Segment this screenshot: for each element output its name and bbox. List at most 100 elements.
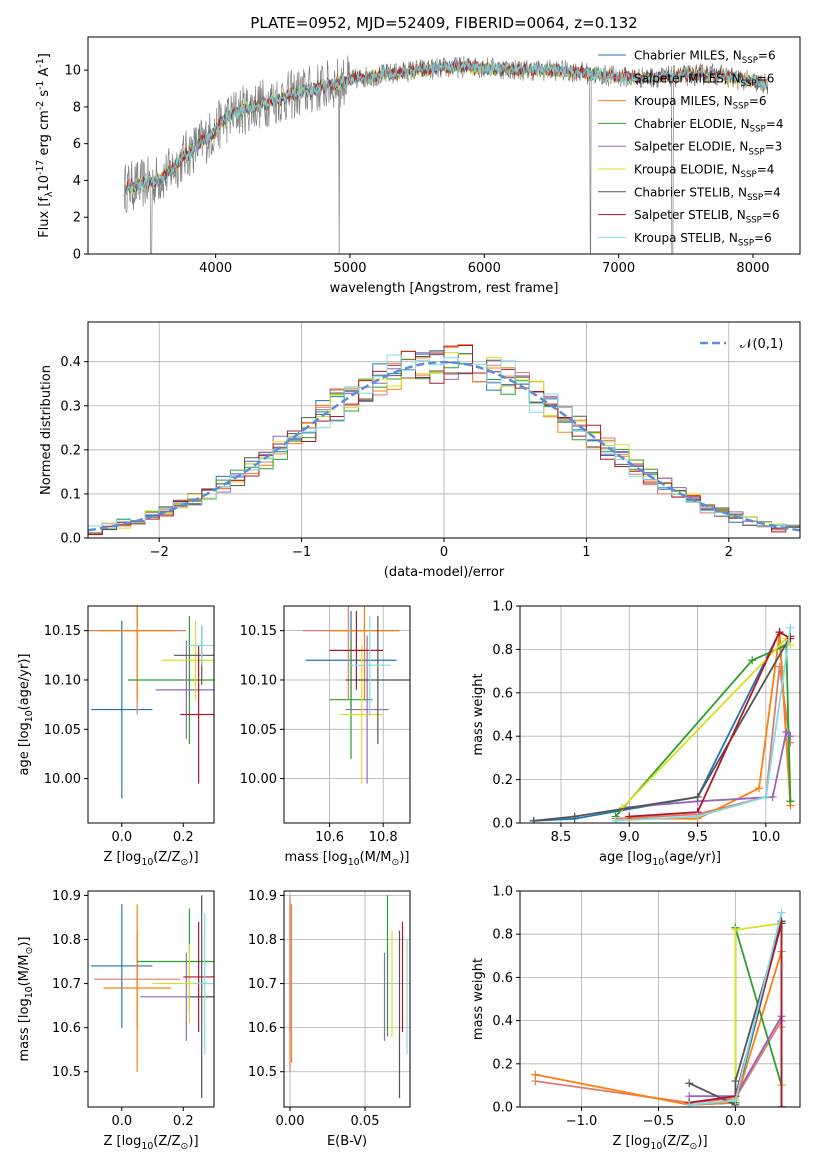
errorbar-7	[180, 645, 214, 784]
x-tick-label: 0.2	[173, 830, 194, 845]
point-marker	[786, 634, 795, 643]
errorbar-0	[91, 620, 153, 799]
errorbar-4	[155, 640, 214, 740]
errorbar-8	[195, 913, 214, 1055]
observed-spectrum	[123, 55, 768, 254]
y-tick-label: 10.5	[52, 1065, 81, 1080]
x-tick-label: 0.2	[173, 1114, 194, 1129]
y-tick-label: 10.00	[44, 772, 81, 787]
y-tick-label: 4	[73, 174, 81, 189]
x-tick-label: 0	[440, 545, 448, 560]
point-marker	[755, 784, 764, 793]
x-axis-label: Z [log10(Z/Z⊙)]	[612, 1134, 707, 1152]
mass-weight-line-6	[533, 635, 792, 822]
plot-area	[289, 895, 408, 1099]
x-tick-label: 10.8	[369, 830, 398, 845]
y-tick-label: 0.6	[492, 971, 513, 986]
y-tick-label: 10.7	[248, 977, 277, 992]
y-tick-label: 0.8	[492, 928, 513, 943]
errorbar-3	[127, 615, 214, 745]
point-marker	[777, 1103, 786, 1107]
x-tick-label: 1	[582, 545, 590, 560]
y-tick-label: 10.8	[248, 933, 277, 948]
errorbar-6	[189, 895, 214, 1099]
y-tick-label: 0.4	[492, 1014, 513, 1029]
figure-title: PLATE=0952, MJD=52409, FIBERID=0064, z=0…	[250, 14, 637, 32]
y-tick-label: 6	[73, 137, 81, 152]
point-marker	[777, 908, 786, 917]
axes-frame	[87, 36, 801, 255]
x-axis-label: Z [log10(Z/Z⊙)]	[103, 850, 198, 868]
y-tick-label: 10.9	[248, 889, 277, 904]
y-tick-label: 0.4	[60, 355, 81, 370]
y-tick-label: 10.05	[240, 723, 277, 738]
point-marker	[625, 812, 634, 821]
y-tick-label: 10.15	[44, 624, 81, 639]
y-tick-label: 10.9	[52, 889, 81, 904]
y-tick-label: 0.3	[60, 399, 81, 414]
errorbar-7	[329, 610, 384, 690]
legend-entry-4: Salpeter ELODIE, NSSP=3	[634, 140, 782, 158]
x-tick-label: 8.5	[551, 830, 572, 845]
x-tick-label: −0.5	[643, 1114, 675, 1129]
y-axis-label: mass weight	[471, 673, 486, 755]
legend-entry-3: Chabrier ELODIE, NSSP=4	[634, 117, 783, 135]
x-tick-label: −1.0	[566, 1114, 598, 1129]
errorbar-2	[103, 904, 171, 1072]
axes-mass_vs_ebv: 0.00 0.05 10.5 10.6 10.7 10.8 10.9 E(B-V)	[248, 889, 411, 1149]
axes-age_vs_mass: 10.6 10.8 10.00 10.05 10.10 10.15 mass [log10(…	[240, 605, 411, 868]
y-tick-label: 0.2	[492, 773, 513, 788]
plot-area	[91, 895, 214, 1099]
legend-entry-1: Salpeter MILES, NSSP=6	[634, 71, 774, 89]
y-tick-label: 0	[73, 248, 81, 263]
y-axis-label: age [log10(age/yr)]	[17, 654, 35, 776]
point-marker	[685, 1100, 694, 1107]
y-tick-label: 0.6	[492, 686, 513, 701]
axes-mass_weight_vs_age: 8.5 9.0 9.5 10.0 0.0 0.2 0.4 0.6 0.8 1.0 age [log1…	[471, 600, 801, 868]
x-tick-label: 0.0	[725, 1114, 746, 1129]
axes-age_vs_Z: 0.0 0.2 10.00 10.05 10.10 10.15 Z [log10(Z/Z⊙)…	[17, 605, 215, 868]
legend-entry: 𝒩(0,1)	[740, 337, 783, 352]
x-tick-label: 0.00	[276, 1114, 305, 1129]
y-tick-label: 10.10	[240, 673, 277, 688]
errorbar-4	[345, 635, 389, 784]
axes-mass_weight_vs_Z: −1.0 −0.5 0.0 0.0 0.2 0.4 0.6 0.8 1.0 Z [log10(Z/…	[471, 885, 801, 1152]
point-marker	[685, 1079, 694, 1088]
x-tick-label: 9.5	[687, 830, 708, 845]
x-tick-label: 8000	[736, 261, 769, 276]
y-tick-label: 10.05	[44, 723, 81, 738]
model-spectrum-8	[123, 59, 768, 196]
point-marker	[731, 1077, 740, 1086]
y-tick-label: 10.8	[52, 933, 81, 948]
point-marker	[693, 792, 702, 801]
y-tick-label: 0.1	[60, 487, 81, 502]
x-tick-label: 0.0	[111, 830, 132, 845]
errorbar-8	[348, 615, 392, 715]
y-tick-label: 10	[64, 64, 81, 79]
axes-mass_vs_Z: 0.0 0.2 10.5 10.6 10.7 10.8 10.9 Z [log10(Z/Z⊙)…	[17, 889, 215, 1152]
y-tick-label: 0.4	[492, 730, 513, 745]
legend-entry-6: Chabrier STELIB, NSSP=4	[634, 185, 781, 203]
gaussian-curve	[88, 360, 800, 532]
point-marker	[761, 792, 770, 801]
point-marker	[782, 727, 791, 736]
plot-area	[302, 606, 410, 784]
x-tick-label: 7000	[602, 261, 635, 276]
point-marker	[570, 812, 579, 821]
x-axis-label: (data-model)/error	[384, 565, 505, 580]
point-marker	[748, 656, 757, 665]
x-axis-label: wavelength [Angstrom, rest frame]	[330, 281, 559, 296]
x-axis-label: mass [log10(M/M⊙)]	[285, 850, 410, 868]
y-tick-label: 10.15	[240, 624, 277, 639]
point-marker	[786, 623, 795, 632]
x-tick-label: 9.0	[619, 830, 640, 845]
x-tick-label: 4000	[199, 261, 232, 276]
x-tick-label: 10.6	[315, 830, 344, 845]
errorbar-6	[345, 615, 410, 745]
y-tick-label: 0.8	[492, 643, 513, 658]
legend-entry-8: Kroupa STELIB, NSSP=6	[634, 231, 772, 249]
model-spectrum-7	[123, 59, 768, 196]
y-tick-label: 10.6	[52, 1021, 81, 1036]
point-marker	[611, 816, 620, 823]
